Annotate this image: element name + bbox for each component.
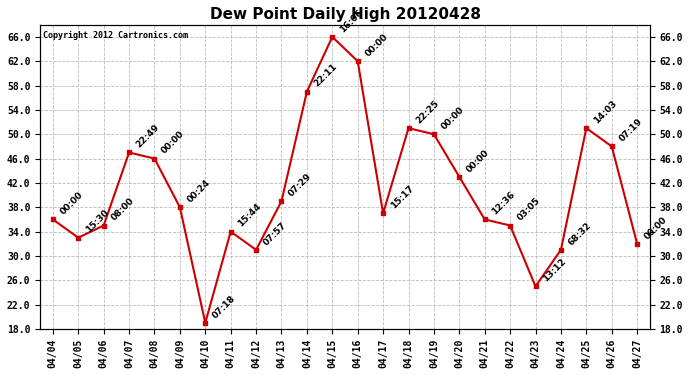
Text: 00:00: 00:00 bbox=[440, 105, 466, 132]
Text: 07:57: 07:57 bbox=[262, 220, 288, 247]
Text: 22:11: 22:11 bbox=[313, 62, 339, 89]
Text: 15:44: 15:44 bbox=[236, 202, 263, 229]
Text: 00:00: 00:00 bbox=[363, 32, 390, 58]
Text: 00:00: 00:00 bbox=[465, 148, 491, 174]
Text: 16:06: 16:06 bbox=[338, 8, 364, 34]
Text: 00:00: 00:00 bbox=[160, 129, 186, 156]
Text: 07:18: 07:18 bbox=[211, 294, 237, 320]
Text: 22:25: 22:25 bbox=[414, 99, 441, 125]
Text: 15:30: 15:30 bbox=[83, 209, 110, 235]
Text: 22:49: 22:49 bbox=[135, 123, 161, 150]
Text: 14:03: 14:03 bbox=[592, 99, 618, 125]
Text: 68:32: 68:32 bbox=[566, 220, 593, 247]
Title: Dew Point Daily High 20120428: Dew Point Daily High 20120428 bbox=[210, 7, 480, 22]
Text: 13:12: 13:12 bbox=[541, 257, 568, 284]
Text: 12:36: 12:36 bbox=[491, 190, 517, 217]
Text: 00:24: 00:24 bbox=[186, 178, 212, 204]
Text: 00:00: 00:00 bbox=[59, 190, 85, 217]
Text: 07:19: 07:19 bbox=[618, 117, 644, 144]
Text: 07:29: 07:29 bbox=[287, 172, 314, 198]
Text: 03:05: 03:05 bbox=[515, 196, 542, 223]
Text: 00:00: 00:00 bbox=[642, 215, 669, 241]
Text: 15:17: 15:17 bbox=[388, 184, 415, 210]
Text: Copyright 2012 Cartronics.com: Copyright 2012 Cartronics.com bbox=[43, 31, 188, 40]
Text: 08:00: 08:00 bbox=[109, 196, 135, 223]
